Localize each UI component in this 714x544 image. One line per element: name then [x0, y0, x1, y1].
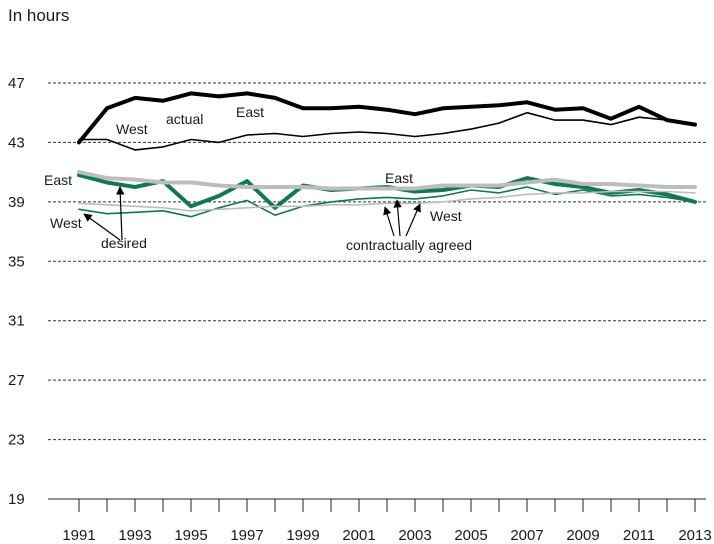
- annotation-actual: actual: [166, 111, 203, 127]
- x-tick-label-1995: 1995: [174, 527, 207, 544]
- x-tick-label-1999: 1999: [286, 527, 319, 544]
- x-tick-label-2007: 2007: [510, 527, 543, 544]
- series-line-actual-west: [78, 111, 696, 151]
- annotation-contractually-agreed: contractually agreed: [346, 237, 472, 253]
- annotation-east-contract: East: [385, 170, 413, 186]
- annotation-arrow-desired-left: [83, 213, 121, 241]
- series-line-contract-west: [78, 190, 696, 212]
- annotation-arrow-contract-3: [405, 203, 421, 237]
- x-tick-label-2005: 2005: [454, 527, 487, 544]
- x-axis: 1991 1993 1995 1997 1999 2001 2003 2005 2007 2009…: [48, 498, 712, 544]
- x-tick-label-2011: 2011: [623, 527, 655, 544]
- annotations: actual East West East West desired East …: [44, 104, 472, 253]
- annotation-west-left: West: [50, 215, 82, 231]
- annotation-arrows: [83, 186, 421, 241]
- y-tick-label-19: 19: [8, 491, 25, 508]
- x-tick-label-1993: 1993: [118, 527, 151, 544]
- y-tick-label-43: 43: [8, 134, 25, 151]
- y-axis-unit-label: In hours: [8, 6, 70, 25]
- series-lines: [77, 91, 697, 218]
- x-tick-label-1991: 1991: [62, 527, 95, 544]
- annotation-east-left: East: [44, 172, 72, 188]
- x-tick-label-2003: 2003: [398, 527, 431, 544]
- y-tick-label-23: 23: [8, 432, 25, 449]
- series-line-actual-east: [77, 91, 697, 145]
- x-tick-label-1997: 1997: [230, 527, 263, 544]
- series-line-contract-east: [77, 170, 697, 191]
- annotation-west-actual: West: [116, 121, 148, 137]
- annotation-west-contract: West: [430, 208, 462, 224]
- y-tick-label-39: 39: [8, 194, 25, 211]
- x-tick-label-2001: 2001: [342, 527, 375, 544]
- annotation-arrow-desired-right: [116, 186, 125, 241]
- y-tick-labels: 19 23 27 31 35 39 43 47: [8, 75, 25, 508]
- y-tick-label-31: 31: [8, 313, 25, 330]
- y-tick-label-35: 35: [8, 253, 25, 270]
- x-tick-label-2009: 2009: [566, 527, 599, 544]
- annotation-east-actual: East: [236, 104, 264, 120]
- x-tick-label-2013: 2013: [678, 527, 711, 544]
- annotation-desired: desired: [101, 235, 147, 251]
- annotation-arrow-contract-1: [383, 206, 395, 237]
- y-tick-label-27: 27: [8, 372, 25, 389]
- y-tick-label-47: 47: [8, 75, 25, 92]
- annotation-arrow-contract-2: [393, 199, 402, 237]
